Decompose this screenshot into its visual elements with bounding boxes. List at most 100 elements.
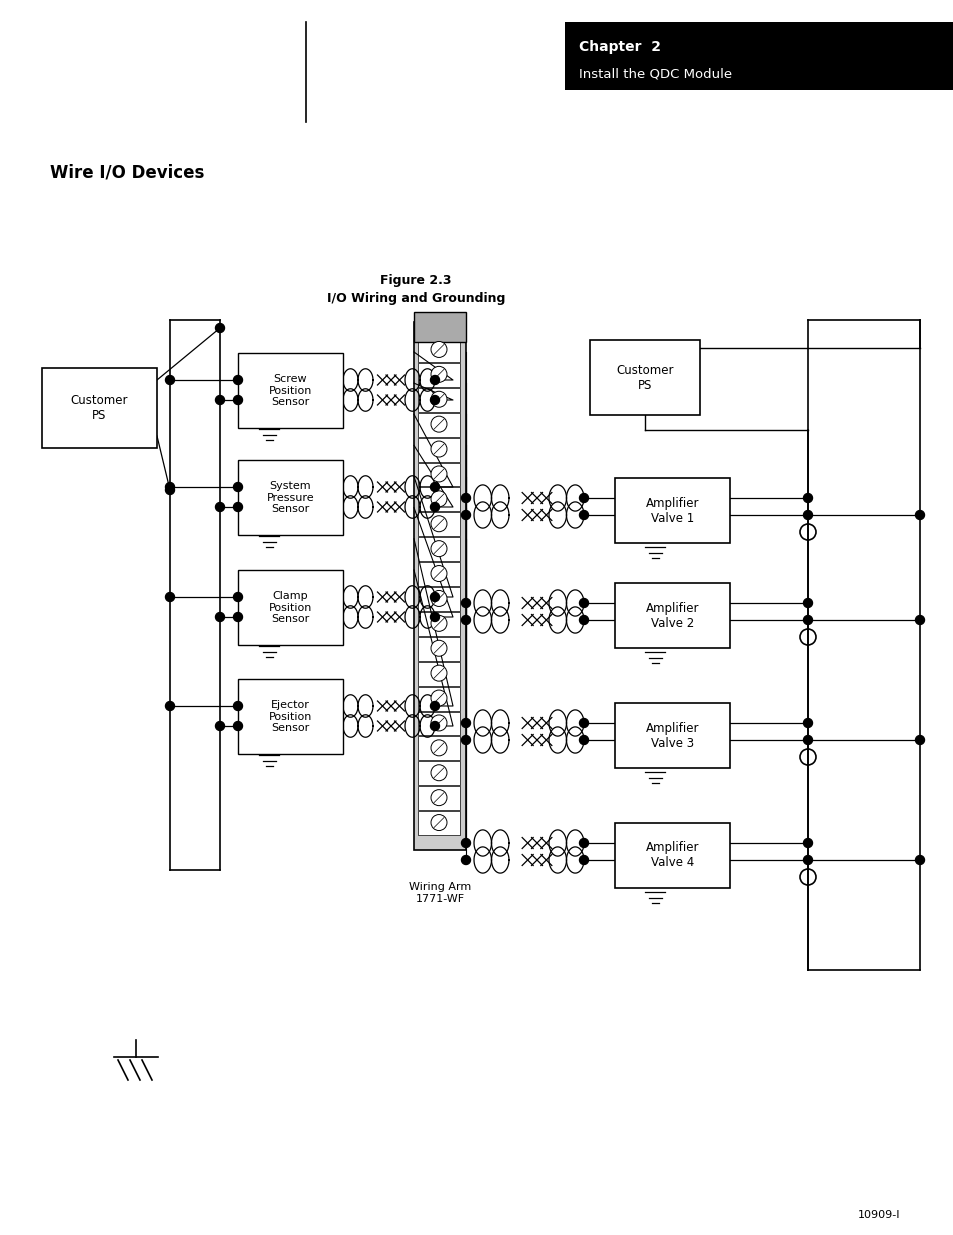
Bar <box>417 412 459 437</box>
Text: Amplifier
Valve 1: Amplifier Valve 1 <box>645 496 699 525</box>
Circle shape <box>578 719 588 727</box>
Circle shape <box>431 789 447 805</box>
Circle shape <box>802 599 812 608</box>
Circle shape <box>165 701 174 710</box>
Circle shape <box>431 590 447 606</box>
Circle shape <box>431 466 447 482</box>
Bar <box>589 340 700 415</box>
Circle shape <box>165 485 174 494</box>
Bar <box>237 353 343 429</box>
Bar <box>417 787 459 810</box>
Circle shape <box>431 416 447 432</box>
Circle shape <box>915 615 923 625</box>
Circle shape <box>578 494 588 503</box>
Text: Wire I/O Devices: Wire I/O Devices <box>50 163 204 182</box>
Text: Install the QDC Module: Install the QDC Module <box>578 68 731 80</box>
Circle shape <box>802 510 812 520</box>
Text: Amplifier
Valve 4: Amplifier Valve 4 <box>645 841 699 869</box>
Circle shape <box>461 856 470 864</box>
Bar <box>237 679 343 755</box>
Circle shape <box>578 599 588 608</box>
Circle shape <box>430 375 439 384</box>
Bar <box>417 587 459 611</box>
Circle shape <box>461 719 470 727</box>
Circle shape <box>165 375 174 384</box>
Bar <box>417 711 459 735</box>
Circle shape <box>233 395 242 405</box>
Circle shape <box>802 719 812 727</box>
Circle shape <box>431 391 447 408</box>
Circle shape <box>461 736 470 745</box>
Bar <box>417 488 459 511</box>
Circle shape <box>430 483 439 492</box>
Circle shape <box>233 483 242 492</box>
Bar <box>417 687 459 710</box>
Circle shape <box>461 615 470 625</box>
Circle shape <box>431 516 447 532</box>
Bar <box>417 562 459 585</box>
Circle shape <box>461 494 470 503</box>
Bar <box>417 462 459 487</box>
Bar <box>564 22 953 90</box>
Text: Ejector
Position
Sensor: Ejector Position Sensor <box>269 700 312 734</box>
Bar <box>615 478 729 543</box>
Bar <box>414 312 465 342</box>
Text: 10909-I: 10909-I <box>857 1210 899 1220</box>
Circle shape <box>233 593 242 601</box>
Circle shape <box>430 593 439 601</box>
Circle shape <box>431 367 447 383</box>
Bar <box>417 437 459 462</box>
Circle shape <box>915 856 923 864</box>
Circle shape <box>431 640 447 656</box>
Circle shape <box>915 510 923 520</box>
Circle shape <box>431 690 447 706</box>
Circle shape <box>233 701 242 710</box>
Circle shape <box>431 441 447 457</box>
Circle shape <box>215 324 224 332</box>
Circle shape <box>233 375 242 384</box>
Circle shape <box>461 839 470 847</box>
Circle shape <box>802 839 812 847</box>
Circle shape <box>802 615 812 625</box>
Circle shape <box>802 856 812 864</box>
Bar <box>417 811 459 835</box>
Circle shape <box>430 395 439 405</box>
Circle shape <box>430 701 439 710</box>
Text: Customer
PS: Customer PS <box>71 394 128 422</box>
Circle shape <box>430 613 439 621</box>
Bar <box>417 611 459 636</box>
Circle shape <box>431 815 447 831</box>
Circle shape <box>215 613 224 621</box>
Bar <box>417 338 459 362</box>
Bar <box>615 823 729 888</box>
Text: Chapter  2: Chapter 2 <box>578 40 660 54</box>
Text: Screw
Position
Sensor: Screw Position Sensor <box>269 374 312 408</box>
Text: Amplifier
Valve 3: Amplifier Valve 3 <box>645 721 699 750</box>
Circle shape <box>578 856 588 864</box>
Text: Clamp
Position
Sensor: Clamp Position Sensor <box>269 590 312 624</box>
Bar <box>237 571 343 645</box>
Circle shape <box>431 715 447 731</box>
Bar <box>414 322 465 850</box>
Circle shape <box>431 666 447 682</box>
Circle shape <box>431 764 447 781</box>
Circle shape <box>165 483 174 492</box>
Text: System
Pressure
Sensor: System Pressure Sensor <box>267 480 314 514</box>
Bar <box>615 583 729 648</box>
Text: Figure 2.3: Figure 2.3 <box>380 273 452 287</box>
Circle shape <box>431 490 447 506</box>
Circle shape <box>915 736 923 745</box>
Circle shape <box>215 395 224 405</box>
Circle shape <box>233 613 242 621</box>
Bar <box>417 637 459 661</box>
Circle shape <box>578 615 588 625</box>
Circle shape <box>578 510 588 520</box>
Circle shape <box>233 721 242 730</box>
Circle shape <box>461 510 470 520</box>
Text: Customer
PS: Customer PS <box>616 363 673 391</box>
Circle shape <box>431 740 447 756</box>
Circle shape <box>430 721 439 730</box>
Circle shape <box>802 736 812 745</box>
Circle shape <box>431 615 447 631</box>
Bar <box>417 537 459 561</box>
